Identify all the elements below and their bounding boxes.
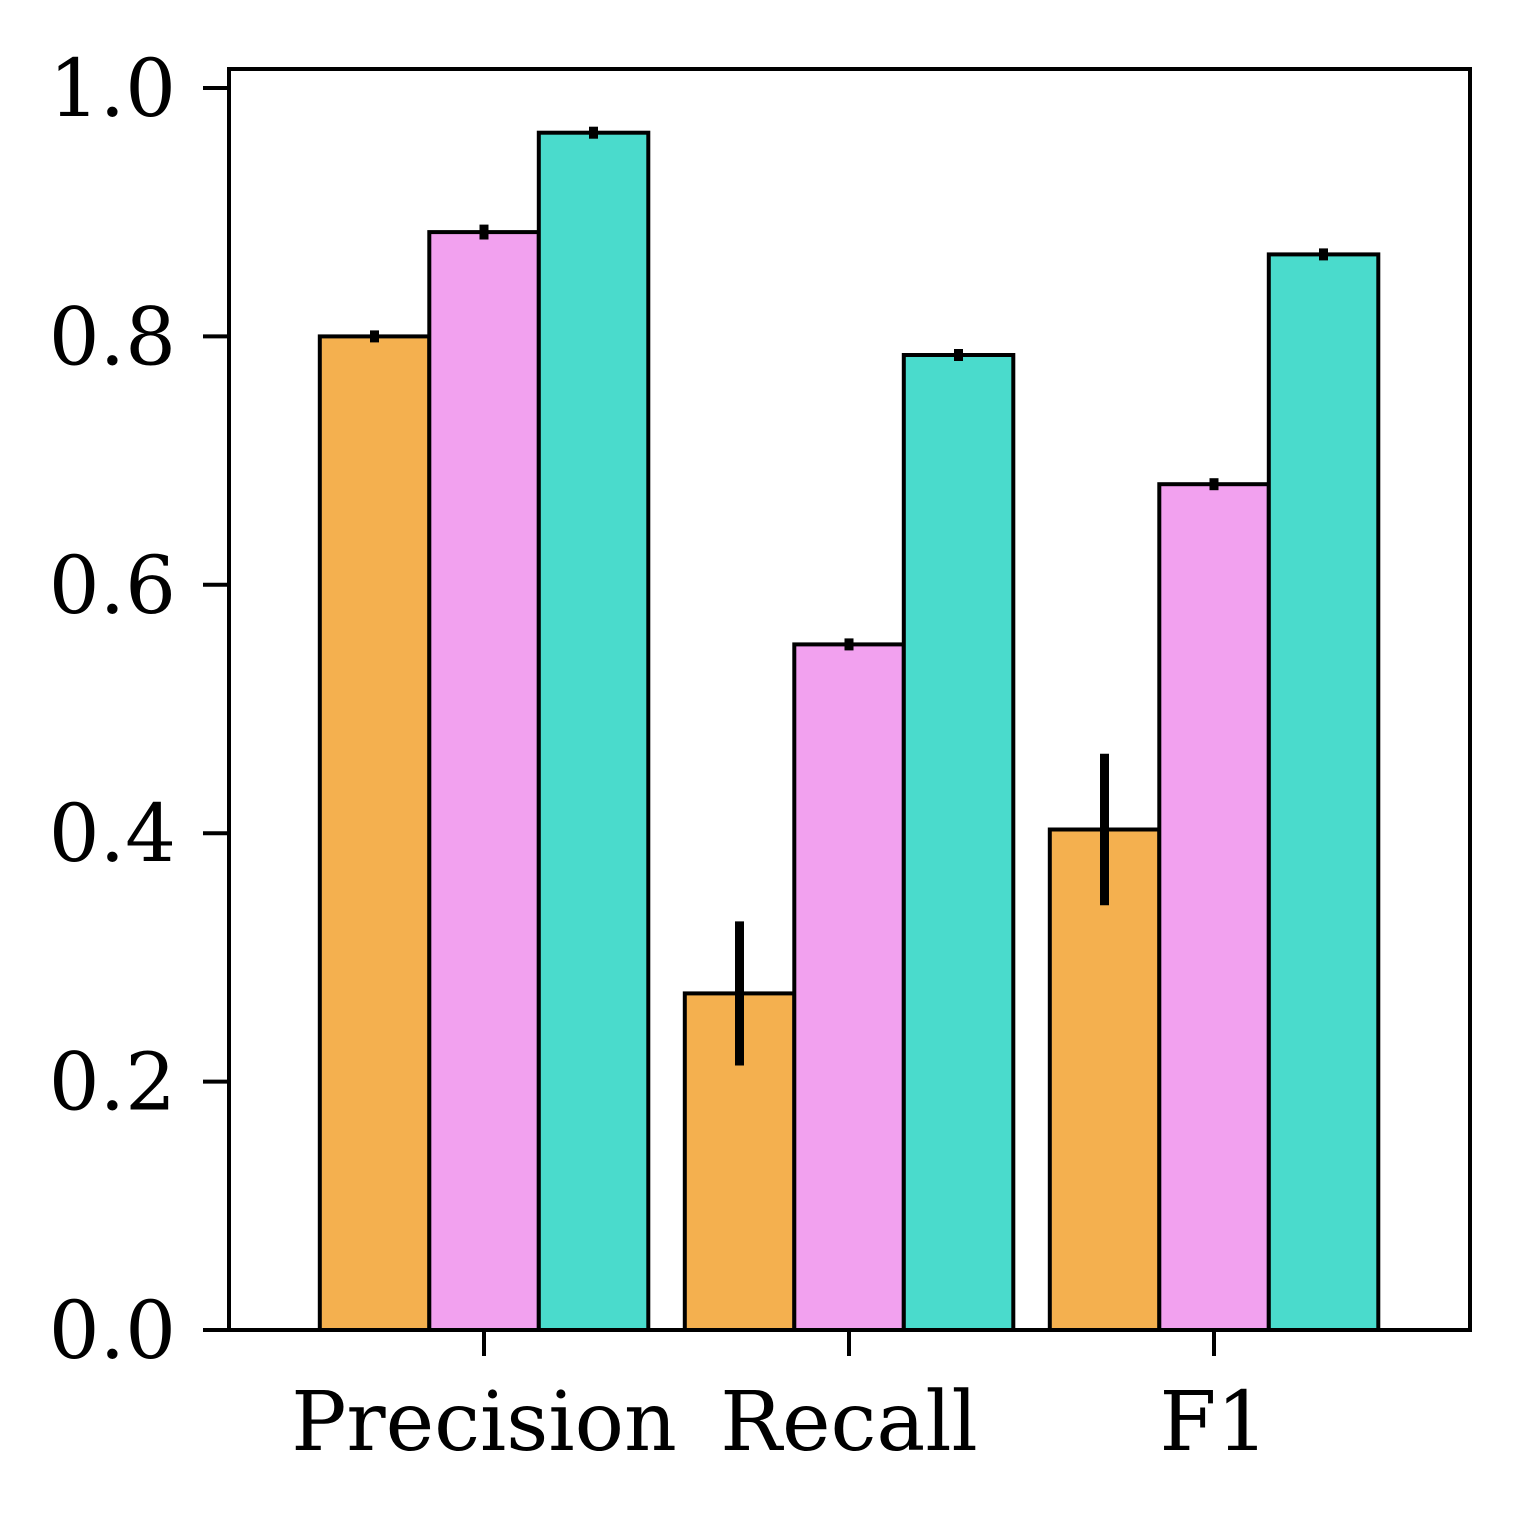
y-axis: 0.0 0.2 0.4 0.6 0.8 1.0 (49, 42, 229, 1377)
error-bars-layer (370, 126, 1328, 1066)
y-tick-label: 1.0 (49, 42, 176, 135)
x-tick-label-precision: Precision (291, 1375, 677, 1470)
x-axis: Precision Recall F1 (291, 1330, 1269, 1470)
y-tick-label: 0.8 (49, 290, 176, 383)
x-tick-label-recall: Recall (720, 1375, 978, 1470)
bar-precision-series-2 (427, 230, 541, 1333)
y-tick-label: 0.0 (49, 1284, 176, 1377)
x-tick-label-f1: F1 (1159, 1375, 1268, 1470)
y-tick-label: 0.4 (49, 787, 176, 880)
bar-f1-series-1 (1047, 827, 1162, 1332)
bar-recall-series-3 (901, 353, 1016, 1332)
bar-precision-series-3 (536, 130, 651, 1333)
bar-f1-series-3 (1266, 252, 1381, 1332)
y-tick-label: 0.6 (49, 539, 176, 632)
bars-layer (317, 130, 1381, 1333)
bar-recall-series-2 (792, 642, 906, 1332)
bar-precision-series-1 (317, 334, 432, 1332)
bar-f1-series-2 (1157, 482, 1271, 1332)
y-tick-label: 0.2 (49, 1036, 176, 1129)
